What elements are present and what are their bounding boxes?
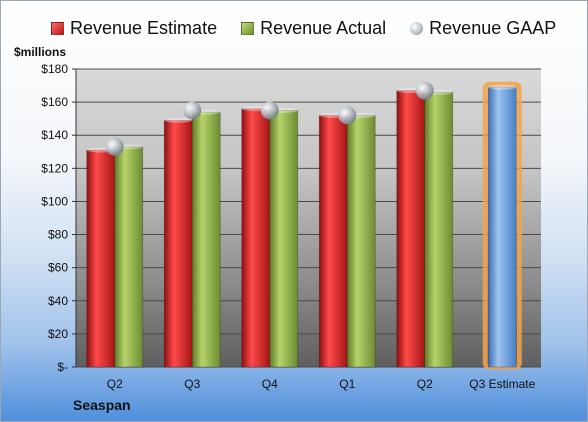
- bar-revenue-actual: [114, 146, 144, 368]
- legend-swatch-actual: [241, 22, 255, 35]
- legend-label-actual: Revenue Actual: [260, 18, 387, 38]
- bar-revenue-estimate-top: [164, 117, 193, 123]
- marker-revenue-gaap: [183, 101, 202, 120]
- legend-label-estimate: Revenue Estimate: [70, 18, 218, 38]
- marker-revenue-gaap: [415, 81, 434, 100]
- y-tick-label: $120: [41, 161, 68, 175]
- y-tick-label: $-: [57, 360, 68, 374]
- legend-swatch-gaap: [410, 22, 424, 35]
- company-name: Seaspan: [73, 397, 131, 413]
- legend-item-revenue-gaap: Revenue GAAP: [410, 18, 556, 39]
- y-tick-label: $40: [48, 294, 68, 308]
- x-tick-label: Q1: [339, 377, 355, 391]
- x-tick-label: Q2: [417, 377, 433, 391]
- y-tick-label: $20: [48, 327, 68, 341]
- bar-revenue-actual: [191, 111, 221, 368]
- bar-revenue-estimate: [241, 108, 271, 368]
- x-tick-label: Q4: [262, 377, 278, 391]
- bar-revenue-estimate: [396, 90, 426, 368]
- y-tick-label: $60: [48, 261, 68, 275]
- legend-label-gaap: Revenue GAAP: [429, 18, 557, 38]
- bar-revenue-estimate: [86, 149, 116, 368]
- legend-swatch-estimate: [51, 22, 64, 35]
- legend: Revenue Estimate Revenue Actual Revenue …: [51, 18, 556, 39]
- y-tick-label: $160: [41, 95, 68, 109]
- y-tick-label: $180: [41, 62, 68, 76]
- bar-revenue-actual: [346, 114, 376, 368]
- x-tick-label: Q3 Estimate: [469, 377, 535, 391]
- plot-background: [76, 69, 541, 367]
- bar-revenue-actual: [269, 109, 299, 368]
- bar-revenue-actual: [424, 91, 454, 368]
- legend-item-revenue-actual: Revenue Actual: [241, 18, 386, 39]
- bar-revenue-estimate: [163, 119, 193, 368]
- bar-q3-estimate: [487, 86, 517, 368]
- bar-q3-estimate-top: [488, 84, 517, 90]
- x-tick-label: Q3: [184, 377, 200, 391]
- marker-revenue-gaap: [260, 101, 279, 120]
- y-axis-unit-label: $millions: [14, 45, 67, 59]
- y-tick-label: $140: [41, 128, 68, 142]
- marker-revenue-gaap: [105, 137, 124, 156]
- x-tick-label: Q2: [107, 377, 123, 391]
- legend-item-revenue-estimate: Revenue Estimate: [51, 18, 217, 39]
- bar-revenue-estimate: [318, 114, 348, 368]
- y-tick-label: $100: [41, 194, 68, 208]
- marker-revenue-gaap: [338, 106, 357, 125]
- y-tick-label: $80: [48, 228, 68, 242]
